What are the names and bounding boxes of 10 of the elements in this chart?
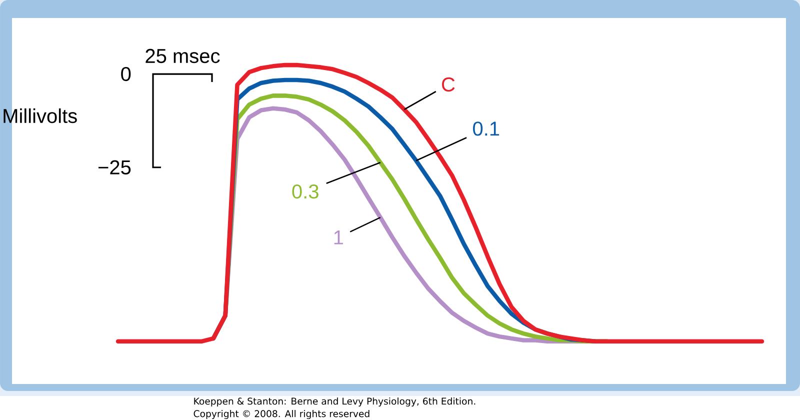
annotation: 25 msec bbox=[146, 48, 220, 64]
text: 0.1 bbox=[473, 122, 500, 136]
y-axis-title: Millivolts bbox=[4, 108, 77, 124]
y-tick-label: 0 bbox=[121, 66, 131, 82]
y-tick-label: −25 bbox=[98, 160, 131, 174]
series-label: 1 bbox=[334, 230, 343, 244]
text: 0.3 bbox=[292, 184, 318, 199]
series-label: C bbox=[442, 77, 455, 92]
text: Koeppen & Stanton: Berne and Levy Physiology, 6th Edition. bbox=[194, 397, 476, 407]
text: Copyright © 2008. All rights reserved bbox=[194, 410, 370, 420]
